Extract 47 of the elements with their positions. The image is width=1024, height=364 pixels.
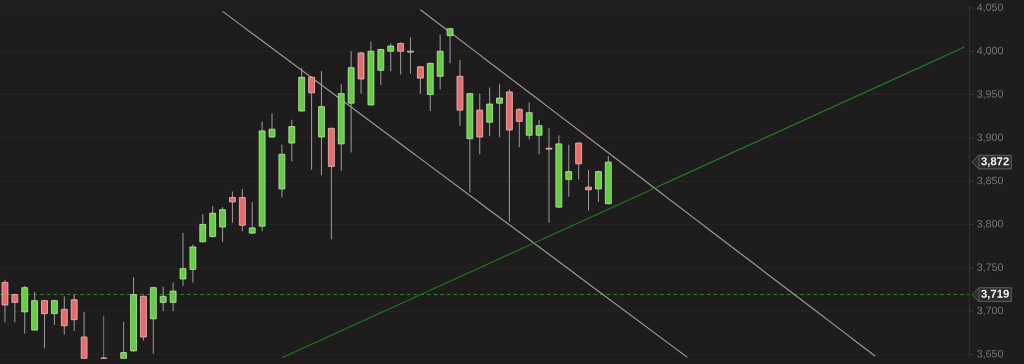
- candlestick: [11, 293, 19, 323]
- y-tick-label: 3,700: [977, 306, 1003, 316]
- candlestick: [120, 320, 128, 359]
- candlestick: [80, 311, 88, 359]
- candlestick: [575, 141, 583, 180]
- candlestick: [417, 65, 424, 95]
- y-tick-label: 3,950: [977, 90, 1003, 99]
- candlestick: [60, 295, 68, 335]
- candlestick: [535, 119, 543, 155]
- candlestick: [565, 144, 573, 198]
- candlestick: [585, 169, 592, 212]
- candlestick: [169, 281, 177, 312]
- candlestick: [397, 42, 404, 76]
- candlestick: [41, 299, 48, 349]
- candlestick: [446, 27, 454, 64]
- y-tick-label: 4,050: [976, 3, 1003, 13]
- candlestick: [545, 127, 553, 224]
- candlestick: [515, 107, 523, 148]
- candlestick: [159, 286, 167, 312]
- candlestick: [1, 279, 9, 323]
- y-tick-label: 3,900: [977, 133, 1003, 143]
- candlestick: [595, 170, 602, 203]
- y-tick-label: 3,800: [977, 220, 1003, 229]
- candlestick: [229, 190, 236, 224]
- candlestick: [70, 294, 78, 332]
- y-tick-label: 3,750: [977, 263, 1003, 273]
- y-tick-label: 3,850: [977, 176, 1003, 186]
- candlestick: [288, 119, 296, 162]
- candlestick: [199, 213, 207, 244]
- y-tick-label: 3,650: [977, 349, 1003, 359]
- y-tick-label: 4,000: [976, 46, 1003, 56]
- candlestick: [496, 83, 503, 138]
- candlestick: [525, 101, 533, 141]
- candlestick: [189, 243, 197, 283]
- candlestick: [486, 87, 493, 137]
- candlestick: [308, 75, 315, 171]
- candlestick: [219, 206, 226, 243]
- candlestick: [268, 113, 276, 139]
- candlestick: [248, 201, 256, 235]
- candlestick: [377, 48, 385, 86]
- candlestick: [209, 205, 217, 238]
- candlestick: [387, 42, 395, 72]
- candlestick: [51, 299, 58, 326]
- ref-line-label: 3,719: [981, 289, 1009, 300]
- candlestick: [407, 36, 414, 75]
- candlestick: [179, 232, 187, 287]
- text: 3,872: [981, 157, 1009, 167]
